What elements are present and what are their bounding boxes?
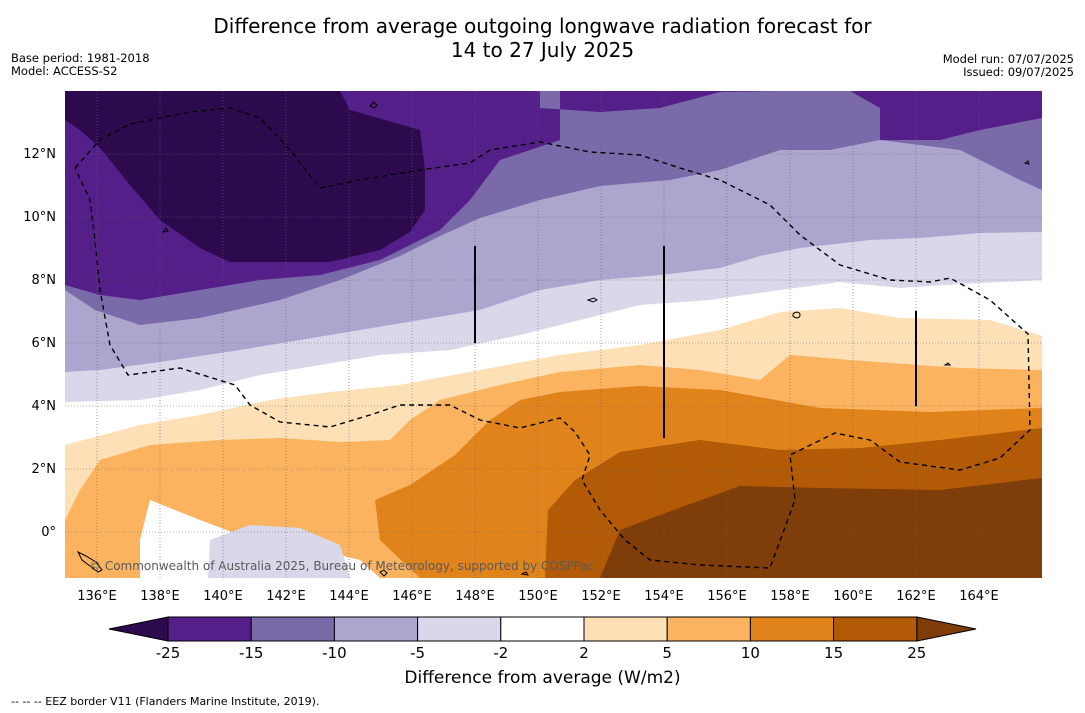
contour-under-25 [65,91,425,262]
x-tick-label: 164°E [959,589,999,604]
base-period: Base period: 1981-2018 [11,51,150,65]
y-tick-label: 0° [41,525,56,540]
colorbar-tick-label: -2 [493,644,509,662]
colorbar-swatch [583,616,668,642]
y-tick-label: 6°N [32,336,57,351]
colorbar-tick-label: 2 [579,644,589,662]
model-run: Model run: 07/07/2025 [942,52,1074,66]
colorbar-title: Difference from average (W/m2) [404,668,681,688]
island-outlines [76,101,1030,577]
colorbar-tick-label: -10 [322,644,347,662]
x-tick-label: 162°E [896,589,936,604]
colorbar-swatch [417,616,502,642]
x-tick-label: 152°E [581,589,621,604]
title-line-1: Difference from average outgoing longwav… [213,14,872,38]
colorbar-under-arrow [108,616,169,642]
colorbar-swatch [749,616,835,642]
colorbar-tick-label: -25 [155,644,181,662]
x-tick-label: 144°E [329,589,369,604]
x-tick-label: 136°E [77,589,117,604]
colorbar-swatches [167,616,918,642]
x-tick-label: 160°E [833,589,873,604]
x-tick-label: 142°E [266,589,306,604]
x-tick-label: 146°E [392,589,432,604]
colorbar-swatch [167,616,252,642]
meta-right: Model run: 07/07/2025 Issued: 09/07/2025 [943,53,1074,79]
model-name: Model: ACCESS-S2 [11,64,118,78]
x-tick-label: 138°E [140,589,180,604]
x-tick-label: 154°E [644,589,684,604]
y-tick-label: 2°N [32,462,57,477]
colorbar-over-arrow [916,616,977,642]
colorbar [108,616,977,642]
y-tick-label: 12°N [23,147,56,162]
colorbar-tick-label: -15 [238,644,264,662]
x-tick-label: 156°E [707,589,747,604]
x-tick-label: 158°E [770,589,810,604]
eez-border-lines [74,107,1031,569]
y-axis-ticks: 12°N 10°N 8°N 6°N 4°N 2°N 0° [23,147,56,540]
title-line-2: 14 to 27 July 2025 [450,38,635,62]
x-axis-ticks: 136°E 138°E 140°E 142°E 144°E 146°E 148°E 150°E… [77,589,999,604]
colorbar-swatch [500,616,585,642]
x-tick-label: 150°E [518,589,558,604]
y-tick-label: 4°N [32,399,57,414]
colorbar-swatch [833,616,918,642]
eez-legend-footer: -- -- -- EEZ border V11 (Flanders Marine… [11,695,320,708]
contour-inner-lavender [208,525,350,578]
colorbar-tick-label: 15 [824,644,844,662]
map-title: Difference from average outgoing longwav… [0,14,1085,62]
colorbar-swatch [333,616,419,642]
colorbar-swatch [250,616,335,642]
contour-inner-orange [152,465,245,492]
y-tick-label: 10°N [23,210,56,225]
map-border-lines [474,246,917,438]
x-tick-label: 140°E [203,589,243,604]
colorbar-tick-label: -5 [410,644,426,662]
issued-date: Issued: 09/07/2025 [963,65,1074,79]
meta-left: Base period: 1981-2018 Model: ACCESS-S2 [11,52,150,78]
map-gridlines [65,91,1042,578]
map-contours [65,91,1042,578]
y-tick-label: 8°N [32,273,57,288]
colorbar-tick-label: 10 [740,644,760,662]
colorbar-swatch [666,616,751,642]
colorbar-tick-label: 5 [662,644,672,662]
copyright-text: © Commonwealth of Australia 2025, Bureau… [89,559,594,573]
colorbar-tick-label: 25 [907,644,927,662]
x-tick-label: 148°E [455,589,495,604]
